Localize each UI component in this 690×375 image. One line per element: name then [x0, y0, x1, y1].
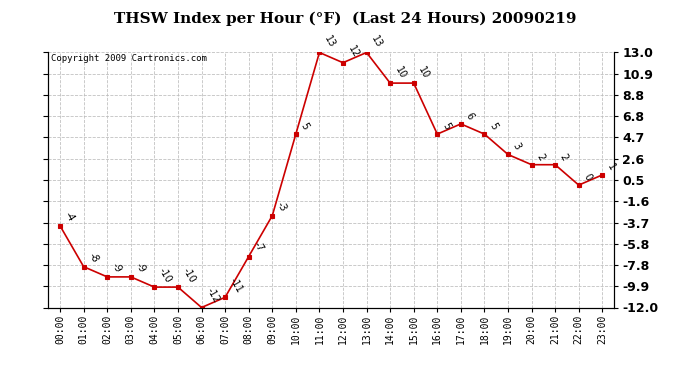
Text: -11: -11 [228, 276, 244, 294]
Text: 5: 5 [440, 121, 452, 131]
Text: 13: 13 [322, 34, 337, 50]
Text: -9: -9 [110, 261, 124, 274]
Text: -3: -3 [275, 200, 288, 213]
Text: 10: 10 [417, 65, 431, 80]
Text: 10: 10 [393, 65, 408, 80]
Text: 5: 5 [487, 121, 499, 131]
Text: -10: -10 [181, 266, 197, 284]
Text: 0: 0 [582, 172, 593, 182]
Text: THSW Index per Hour (°F)  (Last 24 Hours) 20090219: THSW Index per Hour (°F) (Last 24 Hours)… [114, 11, 576, 26]
Text: 6: 6 [464, 111, 475, 121]
Text: 5: 5 [299, 121, 310, 131]
Text: -4: -4 [63, 210, 77, 223]
Text: 13: 13 [369, 34, 384, 50]
Text: 3: 3 [511, 141, 522, 152]
Text: -9: -9 [134, 261, 147, 274]
Text: Copyright 2009 Cartronics.com: Copyright 2009 Cartronics.com [51, 54, 207, 63]
Text: -8: -8 [86, 251, 100, 264]
Text: -7: -7 [251, 240, 265, 254]
Text: 12: 12 [346, 44, 361, 60]
Text: 2: 2 [558, 152, 570, 162]
Text: 2: 2 [534, 152, 546, 162]
Text: -10: -10 [157, 266, 174, 284]
Text: -12: -12 [204, 286, 221, 305]
Text: 1: 1 [605, 162, 617, 172]
